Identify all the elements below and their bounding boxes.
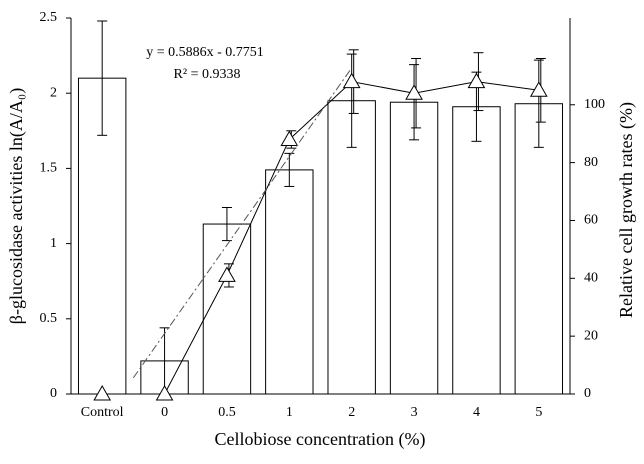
triangle-marker <box>405 84 423 100</box>
equation: y = 0.5886x - 0.7751 <box>146 45 264 60</box>
x-tick-label: 0 <box>161 405 168 420</box>
triangle-marker <box>155 384 174 401</box>
x-axis-title: Cellobiose concentration (%) <box>215 429 426 450</box>
y2-tick-label: 20 <box>584 328 598 343</box>
bar <box>389 101 439 395</box>
bar <box>514 103 564 395</box>
bar <box>452 106 501 395</box>
y-tick-label: 1 <box>50 236 57 251</box>
y2-tick-label: 40 <box>584 271 598 286</box>
y2-axis-title: Relative cell growth rates (%) <box>616 102 637 318</box>
y-tick-label: 0 <box>50 386 57 401</box>
y2-tick-label: 0 <box>584 386 591 401</box>
x-tick-label: 2 <box>348 405 355 420</box>
y-axis-title: β-glucosidase activities ln(A/A₀) <box>6 88 27 324</box>
y-tick-label: 0.5 <box>40 311 58 326</box>
x-tick-label: Control <box>81 405 124 420</box>
triangle-marker <box>342 72 361 89</box>
r-squared: R² = 0.9338 <box>174 67 241 82</box>
bar <box>202 223 252 395</box>
triangle-marker <box>529 81 548 97</box>
bar <box>327 100 376 395</box>
line <box>102 81 539 395</box>
triangle-marker <box>218 266 236 282</box>
x-tick-label: 0.5 <box>218 405 236 420</box>
triangle-marker <box>93 384 112 401</box>
y-tick-label: 2 <box>50 85 57 100</box>
y2-tick-label: 80 <box>584 155 598 170</box>
x-tick-label: 4 <box>473 405 480 420</box>
trend-line <box>132 67 353 379</box>
x-tick-label: 5 <box>535 405 542 420</box>
y2-tick-label: 60 <box>584 213 598 228</box>
x-tick-label: 3 <box>411 405 418 420</box>
y-tick-label: 1.5 <box>40 161 58 176</box>
bar <box>265 169 314 395</box>
y2-tick-label: 100 <box>584 97 605 112</box>
triangle-marker <box>280 130 299 146</box>
x-tick-label: 1 <box>286 405 293 420</box>
y-tick-label: 2.5 <box>40 10 58 25</box>
triangle-marker <box>467 72 486 89</box>
